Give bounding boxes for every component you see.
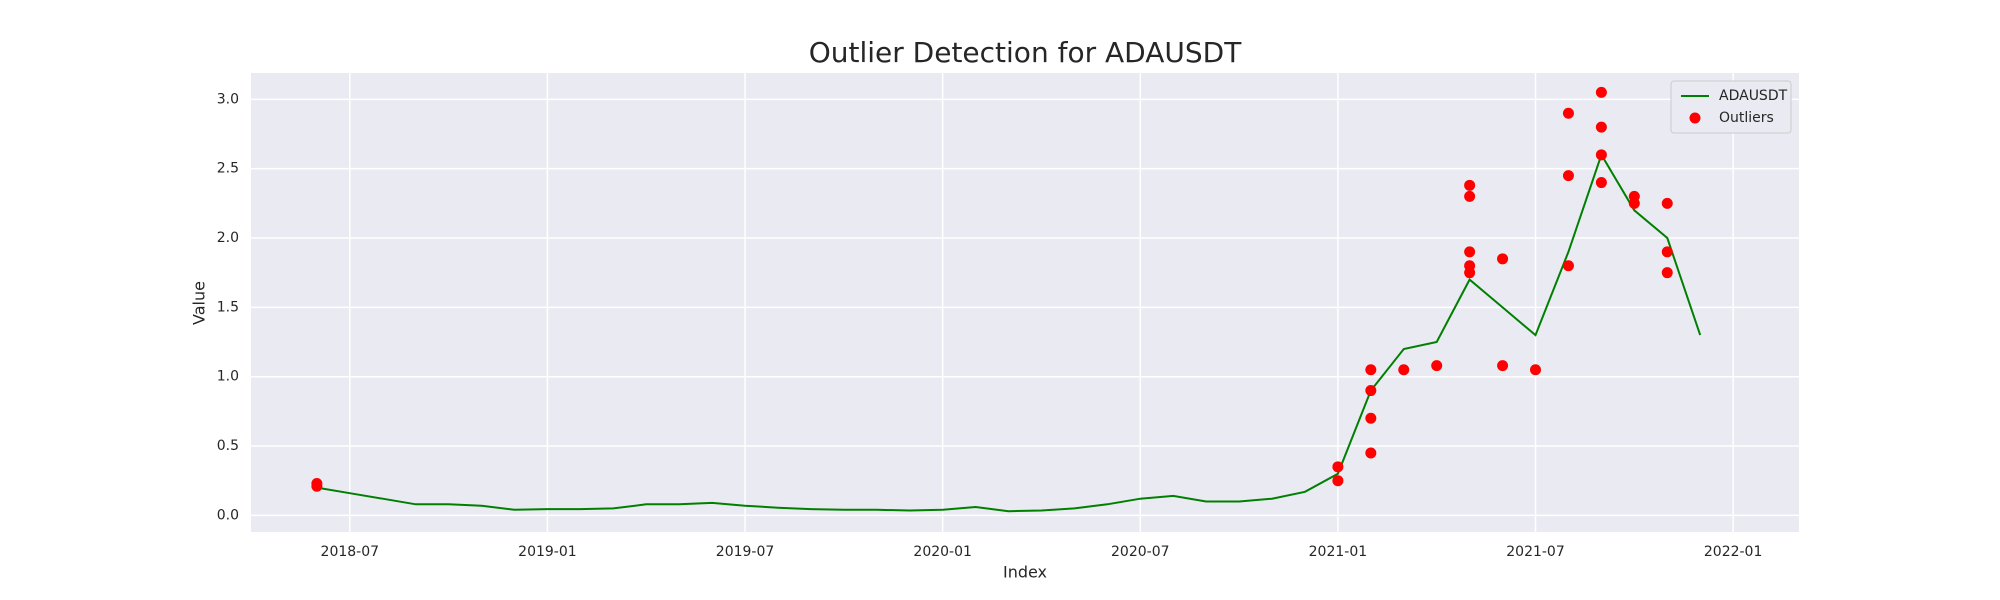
outlier-point	[1464, 246, 1476, 258]
outlier-point	[1661, 197, 1673, 209]
y-tick-label: 1.5	[217, 299, 239, 315]
outlier-point	[311, 480, 323, 492]
y-tick-label: 0.0	[217, 507, 239, 523]
chart-title: Outlier Detection for ADAUSDT	[809, 36, 1242, 69]
outlier-point	[1661, 246, 1673, 258]
outlier-point	[1464, 260, 1476, 272]
x-axis-label: Index	[1003, 563, 1047, 582]
outlier-point	[1497, 253, 1509, 265]
x-tick-label: 2020-07	[1111, 544, 1170, 560]
outlier-point	[1562, 107, 1574, 119]
data-line	[316, 152, 1702, 513]
outlier-point	[1365, 364, 1377, 376]
legend-label: Outliers	[1719, 110, 1774, 126]
legend-box	[1670, 80, 1792, 134]
outlier-point	[1365, 385, 1377, 397]
outlier-point	[1595, 177, 1607, 189]
x-tick-label: 2020-01	[913, 544, 972, 560]
y-tick-label: 3.0	[217, 91, 239, 107]
outlier-point	[1562, 260, 1574, 272]
y-tick-label: 0.5	[217, 438, 239, 454]
outlier-point	[1365, 412, 1377, 424]
legend-label: ADAUSDT	[1719, 88, 1788, 104]
outlier-point	[1332, 475, 1344, 487]
outlier-point	[1431, 360, 1443, 372]
y-tick-label: 2.0	[217, 230, 239, 246]
outlier-point	[1464, 179, 1476, 191]
outlier-point	[1365, 447, 1377, 459]
x-tick-label: 2021-01	[1309, 544, 1368, 560]
outlier-point	[1497, 360, 1509, 372]
outlier-point	[1595, 149, 1607, 161]
legend-marker	[1689, 112, 1701, 124]
x-tick-label: 2018-07	[321, 544, 380, 560]
x-tick-label: 2019-07	[716, 544, 775, 560]
plot-area	[251, 73, 1799, 532]
outlier-point	[1595, 86, 1607, 98]
outlier-point	[1628, 197, 1640, 209]
x-tick-label: 2021-07	[1506, 544, 1565, 560]
outlier-point	[1595, 121, 1607, 133]
outlier-point	[1398, 364, 1410, 376]
outlier-point	[1332, 461, 1344, 473]
y-tick-label: 1.0	[217, 369, 239, 385]
y-tick-label: 2.5	[217, 161, 239, 177]
outlier-point	[1530, 364, 1542, 376]
outlier-point	[1464, 190, 1476, 202]
x-tick-label: 2019-01	[518, 544, 577, 560]
outlier-point	[1562, 170, 1574, 182]
y-axis-label: Value	[190, 281, 209, 325]
outlier-point	[1661, 267, 1673, 279]
x-tick-label: 2022-01	[1704, 544, 1763, 560]
